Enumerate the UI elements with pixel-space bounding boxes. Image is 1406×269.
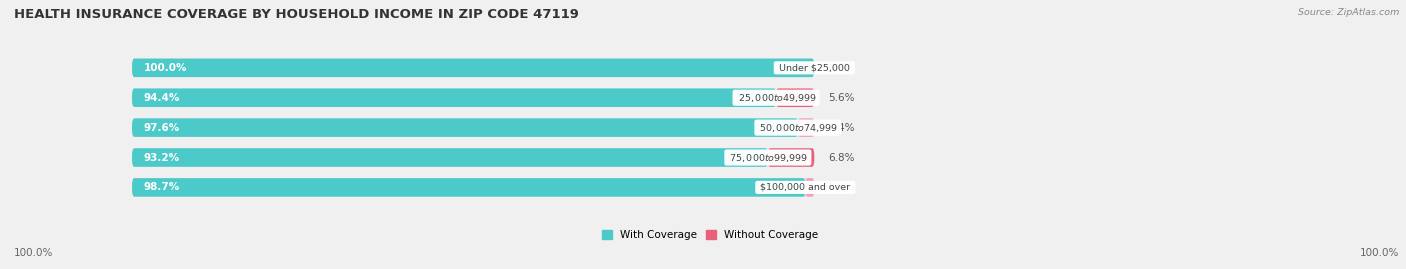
FancyBboxPatch shape [132,178,814,197]
Text: 6.8%: 6.8% [828,153,855,162]
Text: 100.0%: 100.0% [14,248,53,258]
FancyBboxPatch shape [132,118,814,137]
FancyBboxPatch shape [806,178,814,197]
FancyBboxPatch shape [132,59,814,77]
Text: $25,000 to $49,999: $25,000 to $49,999 [734,92,817,104]
FancyBboxPatch shape [768,148,814,167]
Text: 98.7%: 98.7% [143,182,180,192]
Legend: With Coverage, Without Coverage: With Coverage, Without Coverage [602,230,818,240]
Text: HEALTH INSURANCE COVERAGE BY HOUSEHOLD INCOME IN ZIP CODE 47119: HEALTH INSURANCE COVERAGE BY HOUSEHOLD I… [14,8,579,21]
Text: 94.4%: 94.4% [143,93,180,103]
Text: 5.6%: 5.6% [828,93,855,103]
Text: 100.0%: 100.0% [1360,248,1399,258]
Text: 97.6%: 97.6% [143,123,180,133]
FancyBboxPatch shape [132,118,797,137]
Text: $100,000 and over: $100,000 and over [758,183,853,192]
FancyBboxPatch shape [797,118,814,137]
FancyBboxPatch shape [132,148,814,167]
Text: Source: ZipAtlas.com: Source: ZipAtlas.com [1298,8,1399,17]
Text: $50,000 to $74,999: $50,000 to $74,999 [756,122,839,134]
Text: $75,000 to $99,999: $75,000 to $99,999 [727,151,810,164]
Text: 2.4%: 2.4% [828,123,855,133]
Text: 1.3%: 1.3% [828,182,855,192]
Text: 100.0%: 100.0% [143,63,187,73]
FancyBboxPatch shape [132,178,806,197]
FancyBboxPatch shape [132,89,814,107]
FancyBboxPatch shape [132,59,814,77]
Text: 0.0%: 0.0% [828,63,855,73]
FancyBboxPatch shape [776,89,814,107]
FancyBboxPatch shape [132,89,776,107]
Text: 93.2%: 93.2% [143,153,180,162]
FancyBboxPatch shape [132,148,768,167]
Text: Under $25,000: Under $25,000 [776,63,852,72]
